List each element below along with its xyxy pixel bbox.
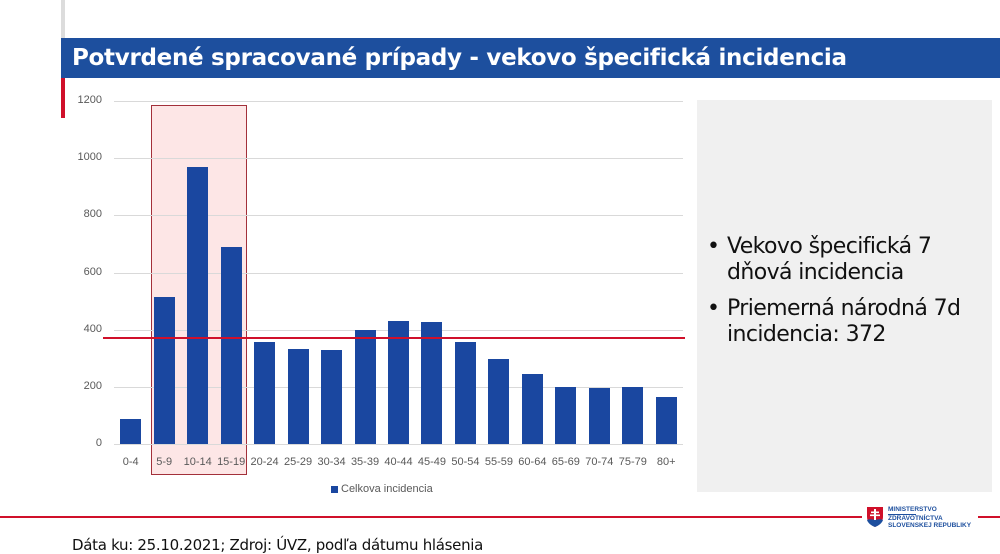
bar-5-9 bbox=[153, 296, 175, 444]
slovak-coat-of-arms-icon bbox=[867, 507, 883, 527]
bar-50-54 bbox=[454, 341, 476, 444]
x-tick-label: 10-14 bbox=[183, 456, 212, 468]
bar-25-29 bbox=[287, 348, 309, 444]
bar-60-64 bbox=[521, 373, 543, 444]
y-tick-label: 200 bbox=[83, 379, 102, 392]
bullet-icon: • bbox=[707, 234, 720, 259]
gridline bbox=[114, 101, 683, 102]
bullet-icon: • bbox=[707, 296, 720, 321]
decorative-red-bar bbox=[61, 78, 65, 118]
ministry-logo: MINISTERSTVO ZDRAVOTNÍCTVA SLOVENSKEJ RE… bbox=[866, 506, 986, 534]
y-tick-label: 800 bbox=[83, 208, 102, 221]
gridline bbox=[114, 272, 683, 274]
bar-80+ bbox=[655, 396, 677, 444]
bar-chart: 0 200 400 600 800 1000 1200 0-4 5-9 10-14 15-19 20… bbox=[77, 94, 685, 495]
legend-swatch bbox=[331, 485, 338, 493]
x-tick-label: 0-4 bbox=[122, 456, 139, 468]
x-tick-label: 5-9 bbox=[156, 456, 173, 468]
x-tick-label: 75-79 bbox=[618, 456, 647, 468]
x-tick-label: 30-34 bbox=[317, 456, 346, 468]
x-tick-label: 45-49 bbox=[417, 456, 447, 468]
info-bullet-age-specific: • Vekovo špecifická 7 dňová incidencia bbox=[707, 234, 932, 285]
bar-10-14 bbox=[187, 167, 209, 444]
national-average-line bbox=[103, 336, 685, 339]
x-tick-label: 70-74 bbox=[585, 456, 614, 468]
gridline bbox=[114, 215, 683, 217]
bar-15-19 bbox=[220, 246, 242, 444]
footer-divider bbox=[0, 516, 862, 518]
y-tick-label: 1200 bbox=[77, 94, 102, 106]
info-bullet-national-average: • Priemerná národná 7d incidencia: 372 bbox=[707, 296, 961, 347]
y-tick-label: 0 bbox=[95, 437, 102, 449]
gridline bbox=[114, 158, 683, 160]
bar-30-34 bbox=[321, 350, 343, 444]
bar-75-79 bbox=[622, 387, 644, 444]
bar-0-4 bbox=[120, 418, 142, 444]
x-tick-label: 50-54 bbox=[451, 456, 480, 468]
x-tick-label: 60-64 bbox=[518, 456, 547, 468]
chart-legend: Celkova incidencia bbox=[331, 483, 433, 495]
gridline bbox=[114, 444, 683, 445]
x-tick-label: 80+ bbox=[656, 456, 676, 468]
bar-35-39 bbox=[354, 329, 376, 444]
legend-label: Celkova incidencia bbox=[341, 483, 433, 495]
x-tick-label: 55-59 bbox=[484, 456, 513, 468]
x-tick-label: 65-69 bbox=[551, 456, 580, 468]
x-tick-label: 20-24 bbox=[250, 456, 279, 468]
bar-20-24 bbox=[254, 341, 276, 444]
info-panel: • Vekovo špecifická 7 dňová incidencia • P… bbox=[697, 100, 992, 492]
x-tick-label: 35-39 bbox=[350, 456, 380, 468]
data-source-note: Dáta ku: 25.10.2021; Zdroj: ÚVZ, podľa d… bbox=[72, 536, 484, 554]
logo-text: MINISTERSTVO ZDRAVOTNÍCTVA SLOVENSKEJ RE… bbox=[888, 506, 972, 529]
x-tick-label: 15-19 bbox=[217, 456, 246, 468]
y-tick-label: 600 bbox=[83, 265, 102, 278]
bar-45-49 bbox=[421, 321, 443, 444]
x-tick-label: 25-29 bbox=[284, 456, 313, 468]
bar-55-59 bbox=[488, 358, 510, 444]
y-tick-label: 400 bbox=[83, 322, 102, 335]
info-bullet-list: • Vekovo špecifická 7 dňová incidencia • P… bbox=[705, 234, 987, 358]
bar-40-44 bbox=[388, 320, 409, 444]
footer-divider-right bbox=[978, 516, 1000, 518]
decorative-gray-bar bbox=[61, 0, 65, 38]
page-title: Potvrdené spracované prípady - vekovo šp… bbox=[61, 38, 1000, 78]
y-tick-label: 1000 bbox=[77, 151, 102, 164]
logo-underline bbox=[888, 514, 916, 515]
bar-70-74 bbox=[588, 387, 610, 444]
x-tick-label: 40-44 bbox=[384, 456, 413, 468]
bar-65-69 bbox=[555, 386, 577, 444]
